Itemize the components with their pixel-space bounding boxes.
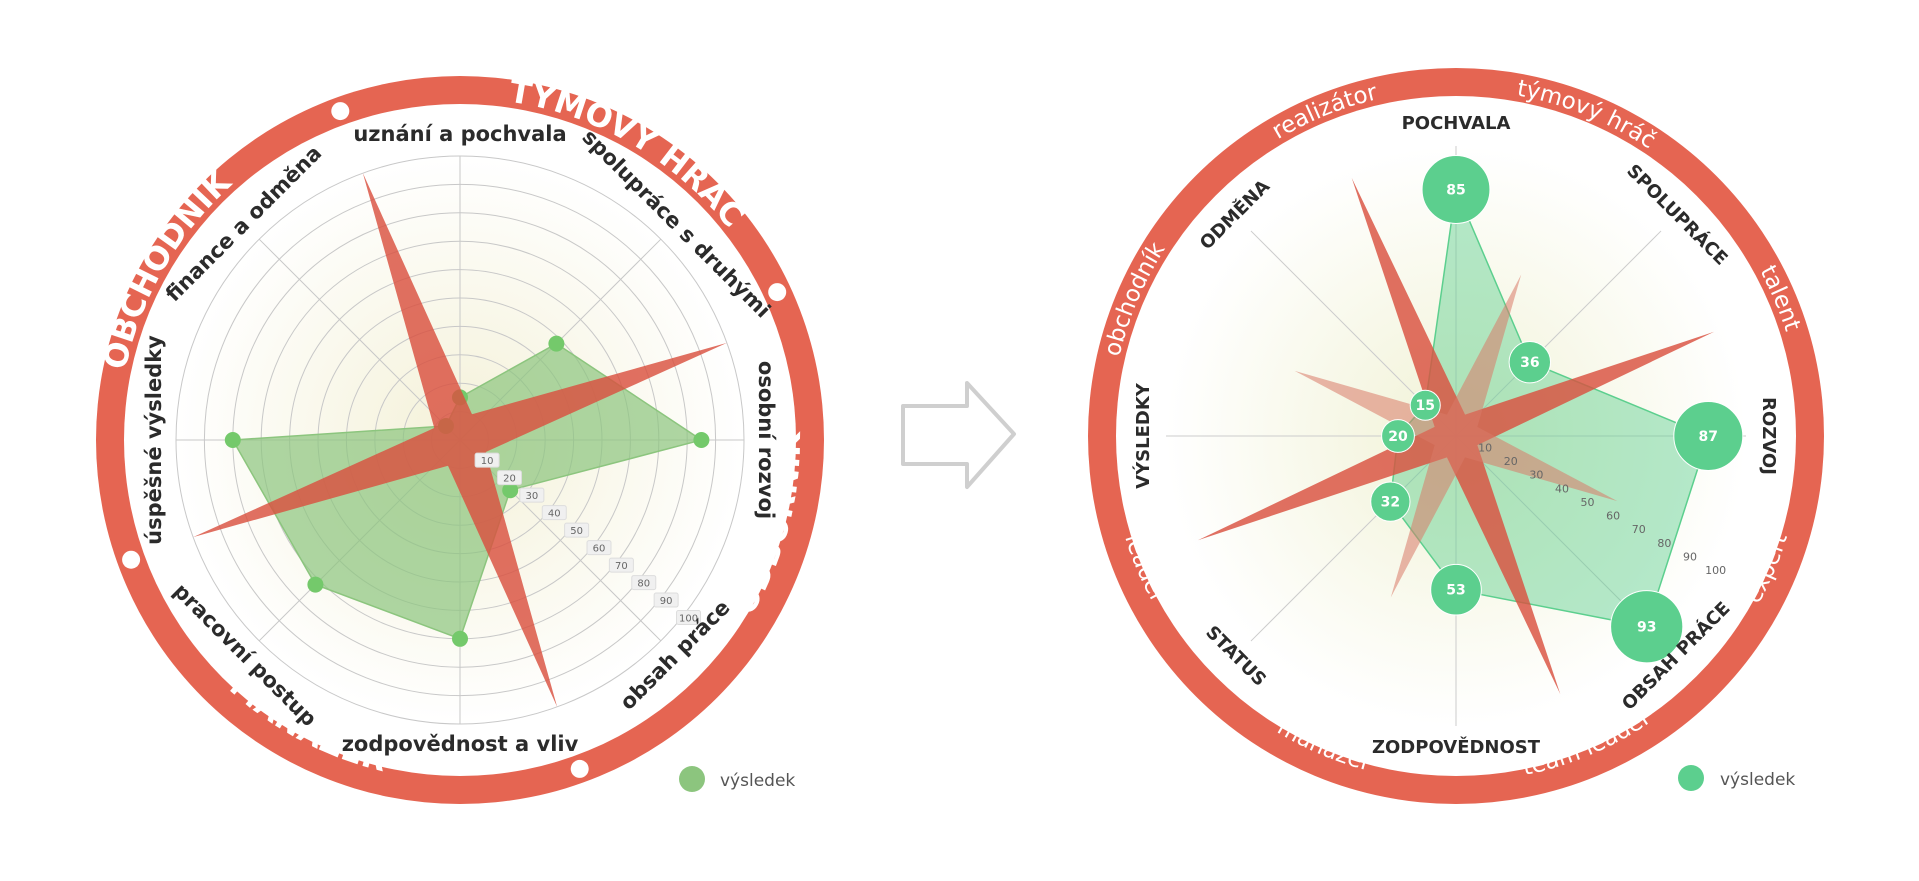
tick-label: 70: [615, 561, 628, 572]
category-label: VÝSLEDKY: [1132, 382, 1154, 489]
tick-label: 30: [525, 491, 538, 502]
grid-spoke: [1250, 435, 1457, 642]
data-value-label: 53: [1446, 583, 1465, 599]
data-point: [693, 432, 710, 448]
data-value-label: 32: [1381, 495, 1400, 511]
legend-marker: [679, 766, 705, 792]
tick-bg: [608, 557, 634, 573]
tick-label: 20: [503, 474, 516, 485]
tick-label: 60: [1606, 510, 1620, 523]
ring-dot: [768, 283, 787, 302]
tick-bg: [519, 487, 545, 503]
tick-bg: [631, 575, 657, 591]
left-radar-chart: TÝMOVÝ HRÁČODBORNÍKMANAŽEROBCHODNÍK10203…: [96, 72, 824, 804]
category-label: úspěšné výsledky: [142, 335, 166, 545]
tick-label: 100: [679, 614, 698, 625]
tick-label: 40: [1555, 482, 1569, 495]
tick-bg: [586, 540, 612, 556]
grid-spoke: [1455, 230, 1662, 437]
data-bubble: [1508, 340, 1552, 384]
arrow-shape: [901, 381, 1016, 489]
tick-bg: [474, 452, 500, 468]
category-label: uznání a pochvala: [353, 122, 566, 146]
tick-label: 20: [1504, 455, 1518, 468]
arrow-right-icon: [901, 381, 1016, 489]
tick-label: 50: [570, 526, 583, 537]
data-value-label: 87: [1699, 429, 1718, 445]
tick-bg: [541, 505, 567, 521]
data-value-label: 15: [1415, 398, 1434, 414]
tick-label: 90: [660, 596, 673, 607]
ring-dot: [570, 759, 589, 778]
tick-label: 50: [1581, 496, 1595, 509]
data-point: [502, 482, 519, 499]
tick-bg: [496, 470, 522, 486]
legend-label: výsledek: [1720, 770, 1795, 790]
data-bubble: [1421, 155, 1491, 224]
category-label: ROZVOJ: [1758, 397, 1779, 475]
category-label: ZODPOVĚDNOST: [1372, 736, 1541, 758]
tick-label: 70: [1632, 523, 1646, 536]
tick-label: 30: [1529, 469, 1543, 482]
ring-dot: [122, 550, 141, 569]
tick-label: 100: [1705, 564, 1726, 577]
tick-label: 90: [1683, 550, 1697, 563]
data-value-label: 20: [1388, 429, 1408, 445]
tick-label: 60: [593, 544, 606, 555]
data-value-label: 85: [1446, 183, 1465, 199]
tick-label: 10: [481, 456, 494, 467]
data-bubble: [1370, 481, 1411, 522]
category-label: osobní rozvoj: [754, 361, 778, 519]
data-value-label: 93: [1637, 620, 1656, 636]
data-bubble: [1381, 419, 1415, 453]
legend-label: výsledek: [720, 771, 795, 791]
tick-label: 80: [1657, 537, 1671, 550]
tick-label: 10: [1478, 441, 1492, 454]
data-point: [548, 335, 565, 352]
tick-label: 80: [637, 579, 650, 590]
tick-bg: [564, 522, 590, 538]
category-label: zodpovědnost a vliv: [342, 732, 579, 756]
inner-star-shape: [1294, 274, 1618, 598]
red-star-shape: [193, 173, 727, 707]
grid-spoke: [258, 238, 461, 441]
ring-dot: [331, 102, 350, 121]
data-bubble: [1409, 389, 1441, 421]
legend-marker: [1678, 765, 1704, 791]
tick-bg: [676, 610, 702, 626]
data-point: [452, 630, 468, 647]
data-point: [307, 576, 324, 593]
data-value-label: 36: [1520, 355, 1539, 371]
data-bubble: [1610, 590, 1684, 664]
data-point: [224, 432, 241, 448]
category-label: POCHVALA: [1402, 113, 1511, 134]
tick-label: 40: [548, 509, 561, 520]
data-bubble: [1673, 401, 1744, 471]
data-bubble: [1430, 563, 1482, 616]
tick-bg: [653, 592, 679, 608]
